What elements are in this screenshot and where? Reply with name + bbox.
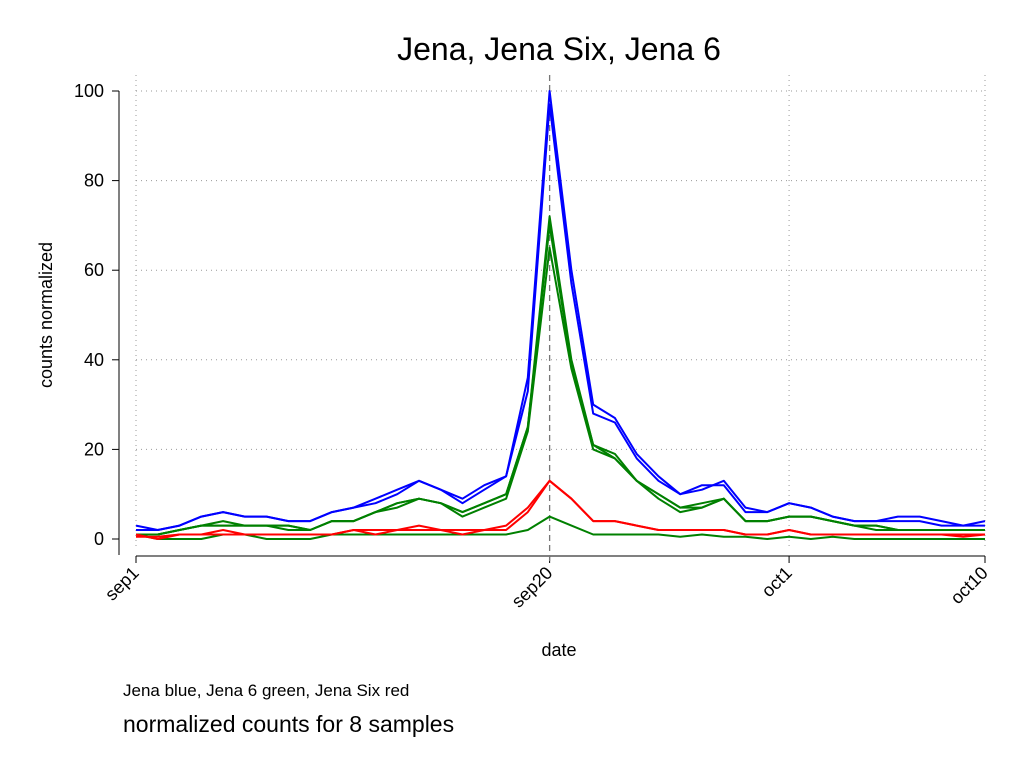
x-tick-label: sep20 bbox=[508, 563, 557, 612]
y-tick-label: 20 bbox=[84, 439, 104, 459]
y-ticks: 0 20 40 60 80 100 bbox=[74, 81, 119, 549]
x-axis-label: date bbox=[541, 640, 576, 660]
x-tick-label: sep1 bbox=[101, 563, 143, 605]
series-line-jena-6-6 bbox=[135, 515, 985, 540]
series-line-jena-6-5 bbox=[136, 224, 985, 536]
series-line-jena-2 bbox=[136, 103, 985, 531]
y-tick-label: 60 bbox=[84, 260, 104, 280]
series-line-jena-6-3 bbox=[136, 215, 985, 536]
y-tick-label: 40 bbox=[84, 350, 104, 370]
y-tick-label: 80 bbox=[84, 171, 104, 191]
x-tick-label: oct1 bbox=[758, 563, 796, 601]
sample-note: normalized counts for 8 samples bbox=[123, 711, 455, 737]
series-line-jena-six-8 bbox=[136, 479, 986, 538]
series-lines bbox=[135, 90, 986, 540]
x-ticks: sep1 sep20 oct1 oct10 bbox=[101, 556, 992, 612]
chart-title: Jena, Jena Six, Jena 6 bbox=[397, 31, 721, 67]
y-tick-label: 0 bbox=[94, 529, 104, 549]
legend-note: Jena blue, Jena 6 green, Jena Six red bbox=[123, 681, 410, 700]
x-tick-label: oct10 bbox=[947, 563, 992, 608]
y-axis-label: counts normalized bbox=[36, 242, 56, 388]
y-tick-label: 100 bbox=[74, 81, 104, 101]
